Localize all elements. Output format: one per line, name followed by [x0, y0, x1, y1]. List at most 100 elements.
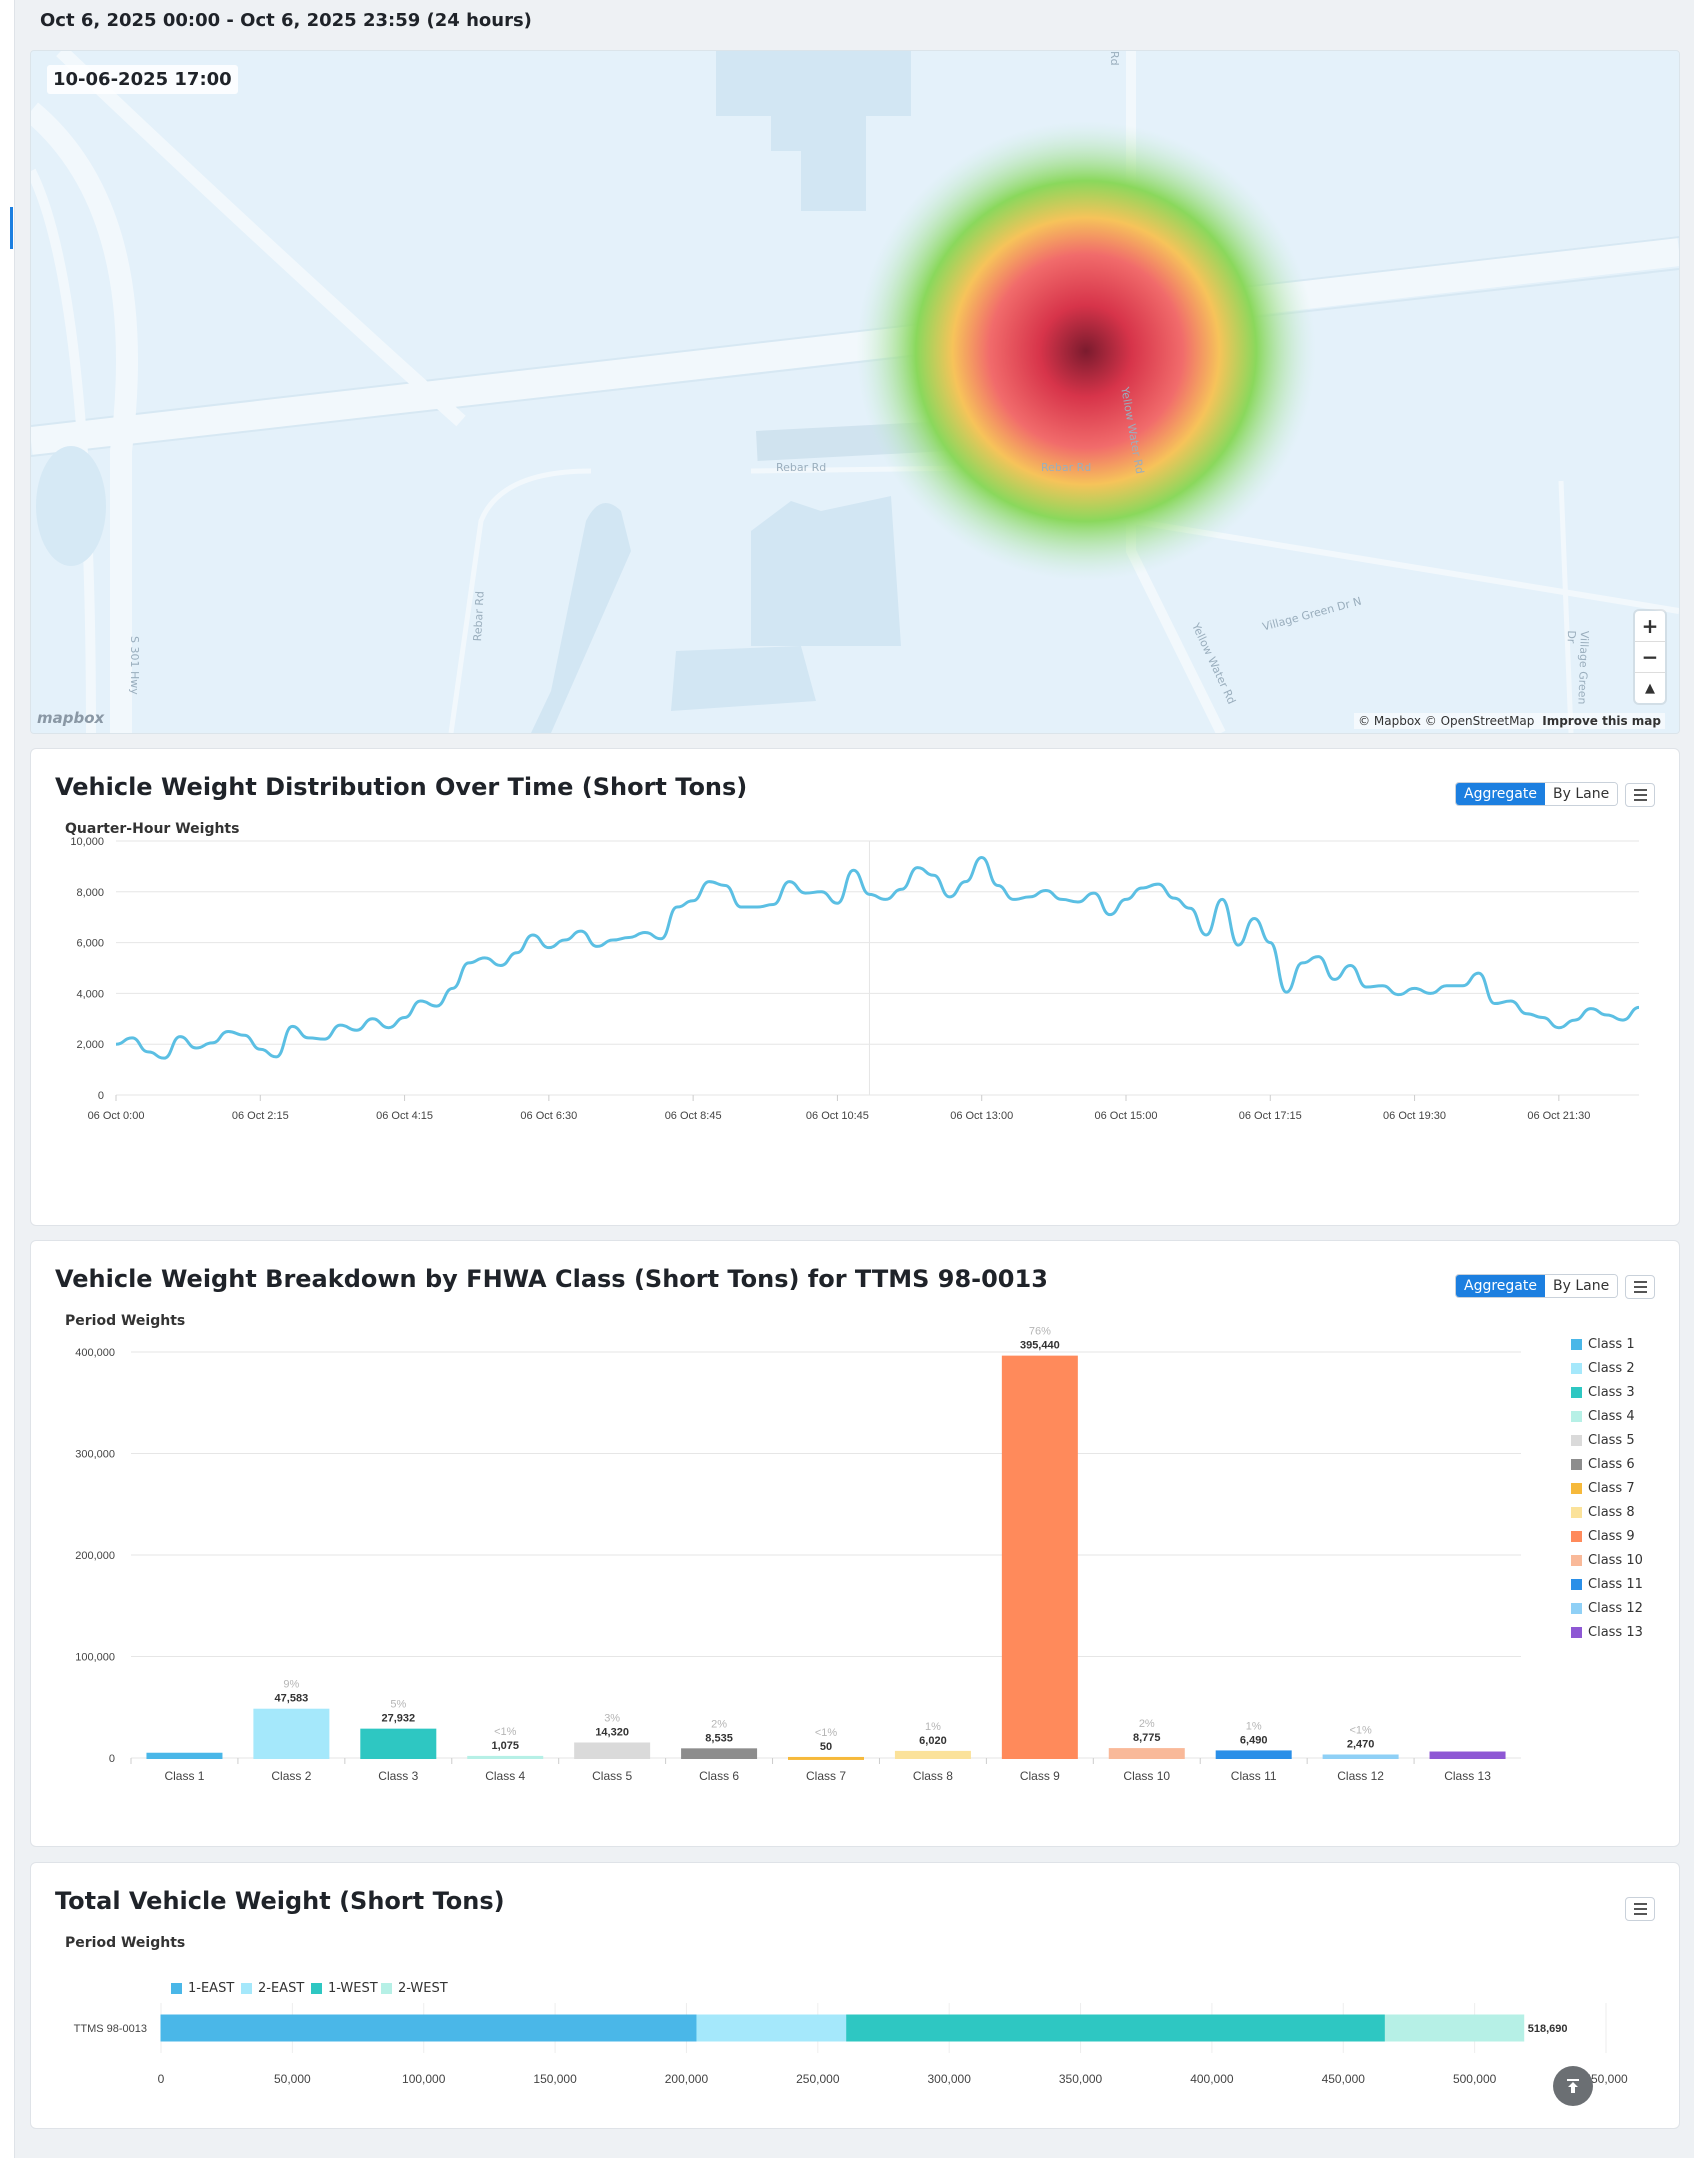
legend-swatch	[1571, 1627, 1582, 1638]
attribution-text[interactable]: © Mapbox © OpenStreetMap	[1358, 714, 1535, 728]
aggregate-toggle[interactable]: Aggregate	[1456, 1275, 1545, 1297]
x-tick-label: 06 Oct 4:15	[376, 1110, 433, 1122]
by-lane-toggle[interactable]: By Lane	[1544, 783, 1618, 805]
legend-item[interactable]: Class 12	[1571, 1601, 1643, 1616]
road-label: Rebar Rd	[776, 461, 827, 474]
x-tick-label: Class 1	[164, 1769, 204, 1783]
scroll-to-top-button[interactable]	[1553, 2066, 1593, 2106]
legend-item[interactable]: Class 6	[1571, 1457, 1635, 1472]
legend-item[interactable]: Class 3	[1571, 1385, 1635, 1400]
class-bar	[360, 1728, 437, 1759]
class-bar	[467, 1755, 544, 1759]
legend-swatch	[1571, 1435, 1582, 1446]
road-label: Rd	[1108, 51, 1121, 66]
legend-item[interactable]: Class 5	[1571, 1433, 1635, 1448]
y-tick-label: 300,000	[75, 1449, 115, 1461]
aggregate-toggle[interactable]: Aggregate	[1456, 783, 1545, 805]
legend-item[interactable]: Class 9	[1571, 1529, 1635, 1544]
legend-item[interactable]: 2-WEST	[381, 1981, 448, 1996]
mapbox-logo[interactable]: mapbox	[37, 709, 105, 727]
x-tick-label: 06 Oct 15:00	[1094, 1110, 1157, 1122]
total-weight-title: Total Vehicle Weight (Short Tons)	[55, 1887, 505, 1915]
heatmap-map[interactable]: 10-06-2025 17:00 Rd Rebar Rd Rebar Rd Ye…	[30, 50, 1680, 734]
legend-item[interactable]: Class 7	[1571, 1481, 1635, 1496]
legend-swatch	[1571, 1579, 1582, 1590]
total-weight-subtitle: Period Weights	[65, 1935, 186, 1951]
legend-swatch	[1571, 1603, 1582, 1614]
road-label: S 301 Hwy	[128, 636, 141, 695]
class-bar	[788, 1756, 864, 1760]
x-tick-label: Class 5	[592, 1769, 632, 1783]
legend-swatch	[1571, 1411, 1582, 1422]
y-tick-label: 400,000	[75, 1347, 115, 1359]
legend-label: 1-WEST	[328, 1981, 378, 1996]
legend-item[interactable]: Class 13	[1571, 1625, 1643, 1640]
legend-swatch	[1571, 1555, 1582, 1566]
x-tick-label: 06 Oct 10:45	[806, 1110, 869, 1122]
x-tick-label: 06 Oct 0:00	[88, 1110, 145, 1122]
x-tick-label: 06 Oct 21:30	[1527, 1110, 1590, 1122]
chart-menu-icon[interactable]	[1625, 783, 1655, 807]
by-lane-toggle[interactable]: By Lane	[1544, 1275, 1618, 1297]
legend-item[interactable]: Class 4	[1571, 1409, 1635, 1424]
legend-swatch	[1571, 1363, 1582, 1374]
class-bar	[253, 1708, 330, 1759]
road-label: Village Green Dr	[1564, 630, 1591, 705]
lane-segment	[846, 2014, 1386, 2042]
bar-value-label: 14,320	[595, 1726, 629, 1738]
legend-item[interactable]: Class 1	[1571, 1337, 1635, 1352]
bar-percent-label: 76%	[1029, 1326, 1051, 1338]
x-tick-label: 500,000	[1453, 2072, 1497, 2086]
legend-item[interactable]: Class 11	[1571, 1577, 1643, 1592]
chart-menu-icon[interactable]	[1625, 1275, 1655, 1299]
x-tick-label: Class 2	[271, 1769, 311, 1783]
map-canvas[interactable]	[31, 51, 1679, 733]
x-tick-label: 0	[158, 2072, 165, 2086]
x-tick-label: 06 Oct 8:45	[665, 1110, 722, 1122]
x-tick-label: Class 10	[1123, 1769, 1170, 1783]
class-bar	[1215, 1750, 1292, 1760]
x-tick-label: 100,000	[402, 2072, 446, 2086]
view-toggle: Aggregate By Lane	[1455, 782, 1619, 806]
legend-item[interactable]: 1-WEST	[311, 1981, 378, 1996]
legend-label: Class 10	[1588, 1553, 1643, 1568]
y-tick-label: 6,000	[76, 938, 104, 950]
legend-label: Class 7	[1588, 1481, 1635, 1496]
legend-label: Class 9	[1588, 1529, 1635, 1544]
legend-item[interactable]: Class 2	[1571, 1361, 1635, 1376]
improve-map-link[interactable]: Improve this map	[1542, 714, 1661, 728]
legend-item[interactable]: Class 10	[1571, 1553, 1643, 1568]
x-tick-label: Class 13	[1444, 1769, 1491, 1783]
x-tick-label: 06 Oct 19:30	[1383, 1110, 1446, 1122]
legend-item[interactable]: 2-EAST	[241, 1981, 304, 1996]
zoom-in-button[interactable]: +	[1635, 611, 1665, 642]
class-bar	[681, 1748, 758, 1759]
bar-value-label: 8,775	[1133, 1732, 1161, 1744]
bar-percent-label: 1%	[1246, 1720, 1262, 1732]
zoom-out-button[interactable]: −	[1635, 642, 1665, 673]
weight-over-time-card: Vehicle Weight Distribution Over Time (S…	[30, 748, 1680, 1226]
legend-label: 1-EAST	[188, 1981, 235, 1996]
x-tick-label: 06 Oct 6:30	[520, 1110, 577, 1122]
y-category-label: TTMS 98-0013	[74, 2023, 147, 2035]
chart-menu-icon[interactable]	[1625, 1897, 1655, 1921]
legend-label: Class 11	[1588, 1577, 1643, 1592]
x-tick-label: 400,000	[1190, 2072, 1234, 2086]
y-tick-label: 4,000	[76, 988, 104, 1000]
weight-over-time-title: Vehicle Weight Distribution Over Time (S…	[55, 773, 748, 801]
y-tick-label: 8,000	[76, 887, 104, 899]
bar-value-label: 50	[820, 1741, 832, 1753]
compass-reset-button[interactable]: ▲	[1645, 680, 1655, 696]
weight-over-time-subtitle: Quarter-Hour Weights	[65, 821, 240, 837]
legend-item[interactable]: Class 8	[1571, 1505, 1635, 1520]
bar-percent-label: 2%	[711, 1718, 727, 1730]
arrow-up-icon	[1567, 2079, 1579, 2093]
legend-label: Class 13	[1588, 1625, 1643, 1640]
x-tick-label: 150,000	[533, 2072, 577, 2086]
bar-percent-label: 1%	[925, 1721, 941, 1733]
zoom-control: + − ▲	[1635, 611, 1665, 703]
legend-item[interactable]: 1-EAST	[171, 1981, 234, 1996]
weight-over-time-chart: 0 2,000 4,000 6,000 8,000 10,000 06 Oct 0:00 06…	[70, 836, 1640, 1122]
legend-label: Class 5	[1588, 1433, 1635, 1448]
x-tick-label: Class 6	[699, 1769, 739, 1783]
